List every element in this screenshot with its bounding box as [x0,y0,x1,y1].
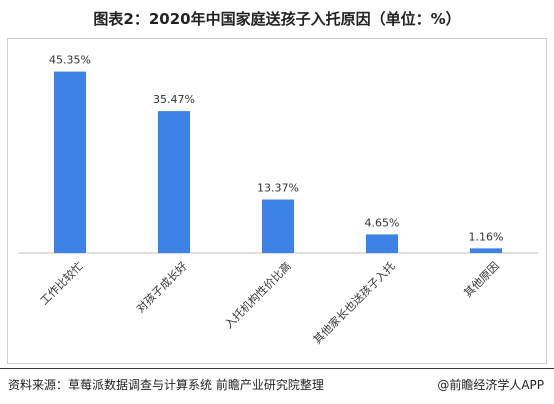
bar-5 [470,248,502,253]
x-tick-label: 入托机构性价比高 [222,259,294,331]
bar-1 [54,71,86,253]
bar-value-label: 45.35% [49,54,91,67]
footer-divider [0,368,554,369]
bar-2 [158,111,190,254]
chart-frame: 45.35% 工作比较忙 35.47% 对孩子成长好 13.37% 入托机构性价比高 4.6… [7,38,547,364]
bar-value-label: 4.65% [365,216,400,229]
source-note: 资料来源：草莓派数据调查与计算系统 前瞻产业研究院整理 [8,378,324,392]
bar-4 [366,234,398,253]
x-tick-label: 其他原因 [461,260,501,300]
x-tick-label: 工作比较忙 [37,259,86,308]
chart-title: 图表2：2020年中国家庭送孩子入托原因（单位：%） [93,10,461,28]
bar-value-label: 35.47% [153,93,195,106]
bar-chart: 45.35% 工作比较忙 35.47% 对孩子成长好 13.37% 入托机构性价比高 4.6… [18,54,538,347]
x-tick-label: 对孩子成长好 [133,259,190,316]
bar-3 [262,199,294,253]
bar-value-label: 13.37% [257,182,299,195]
bar-value-label: 1.16% [469,230,504,243]
credit-note: @前瞻经济学人APP [437,378,544,392]
x-tick-label: 其他家长也送孩子入托 [310,259,398,347]
